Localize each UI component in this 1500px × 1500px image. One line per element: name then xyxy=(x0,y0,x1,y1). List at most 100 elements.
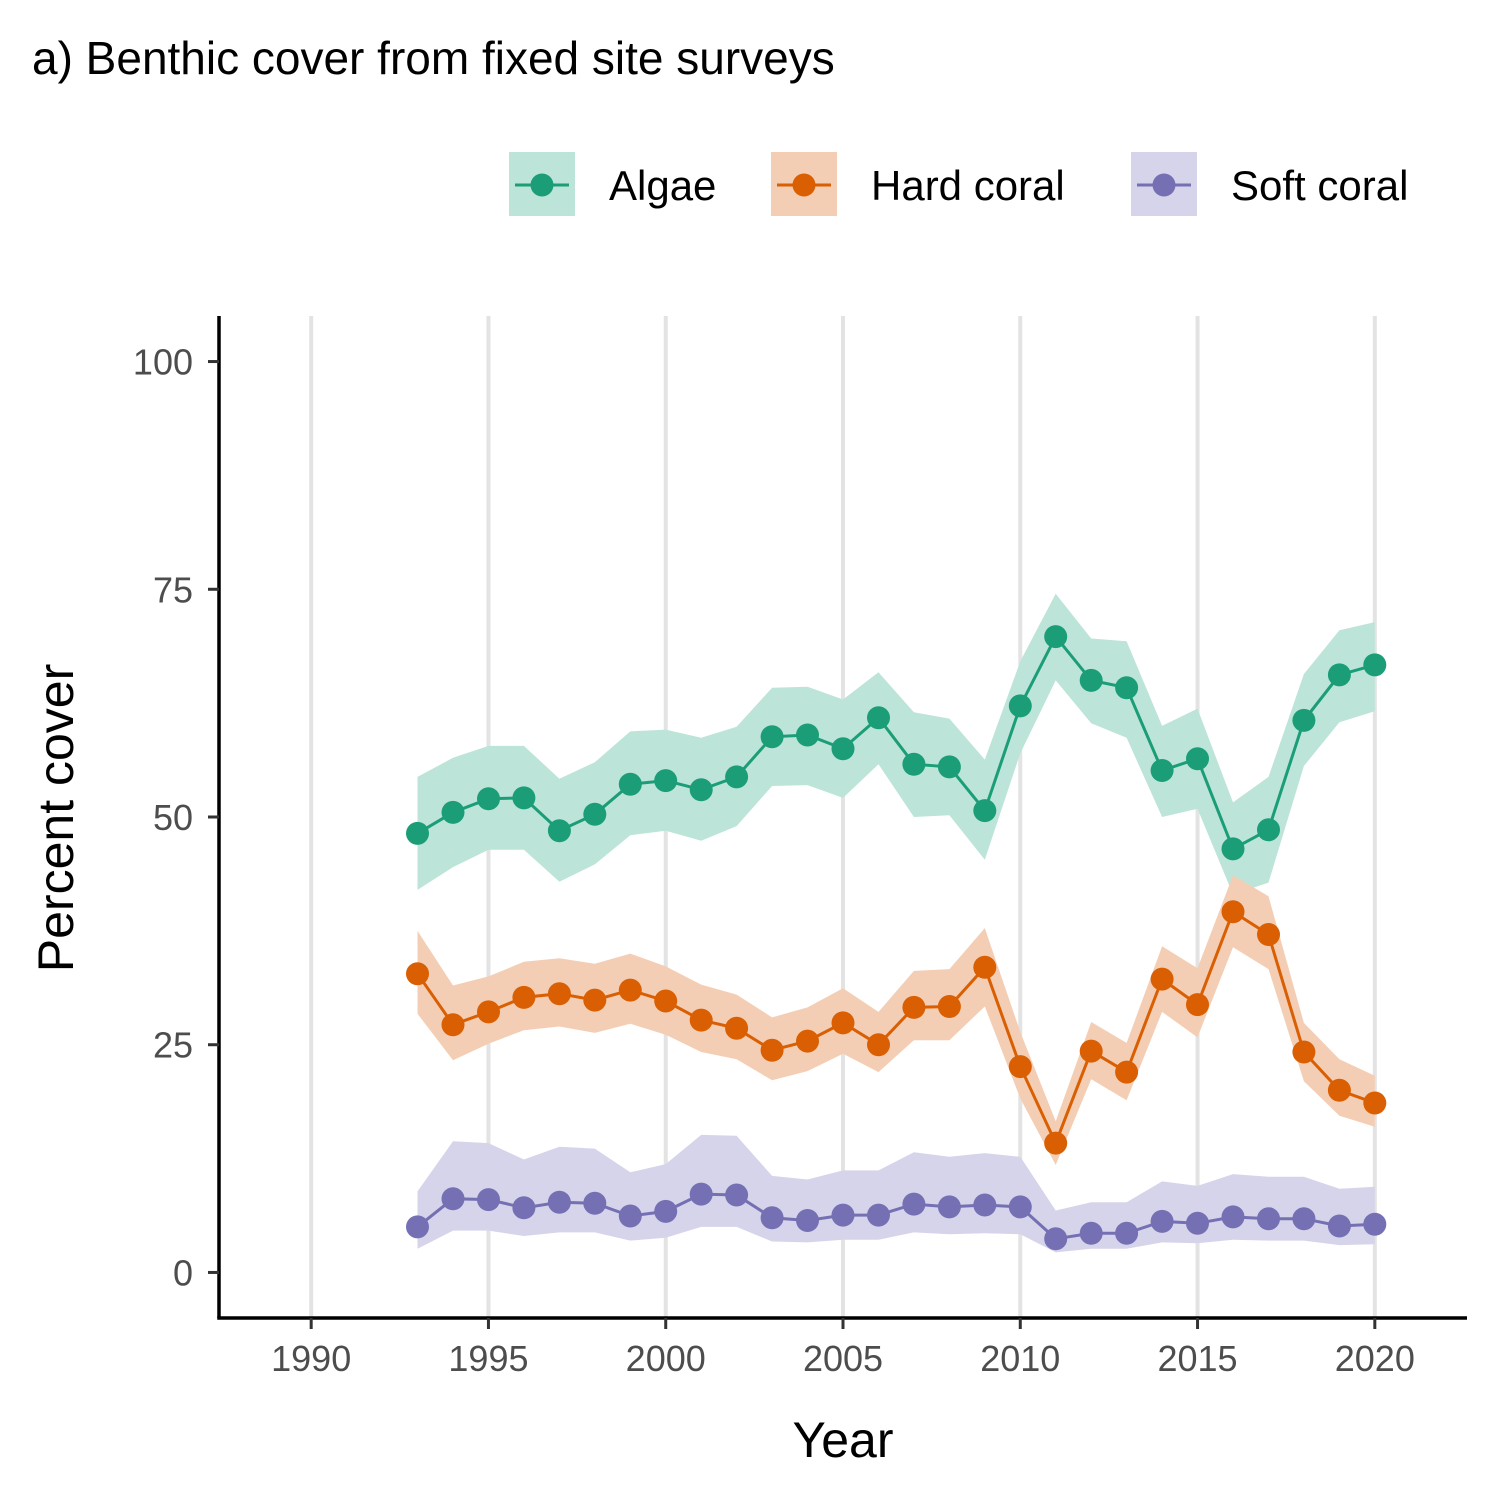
hard-coral-band xyxy=(417,875,1375,1165)
algae-point-1997 xyxy=(547,819,571,843)
x-axis-ticks: 1990 1995 2000 2005 2010 2015 2020 xyxy=(271,1318,1415,1379)
hard-coral-point-2014 xyxy=(1150,967,1174,991)
soft-coral-point-2017 xyxy=(1257,1207,1280,1231)
soft-coral-point-2008 xyxy=(937,1195,961,1219)
soft-coral-point-2003 xyxy=(760,1206,784,1230)
hard-coral-point-1996 xyxy=(512,985,536,1009)
hard-coral-point-2018 xyxy=(1292,1040,1316,1064)
algae-point-1996 xyxy=(512,786,536,810)
algae-point-2009 xyxy=(973,799,997,823)
y-tick-label-0: 0 xyxy=(173,1252,193,1293)
y-tick-label-25: 25 xyxy=(153,1025,193,1066)
algae-point-1998 xyxy=(583,802,607,826)
soft-coral-point-2002 xyxy=(725,1183,749,1207)
soft-coral-band xyxy=(417,1134,1375,1253)
soft-coral-point-2005 xyxy=(831,1203,855,1227)
legend-label-algae: Algae xyxy=(609,162,716,209)
x-tick-label-1990: 1990 xyxy=(271,1338,351,1379)
algae-point-2017 xyxy=(1257,818,1280,842)
algae-point-2008 xyxy=(937,755,961,779)
hard-coral-point-2002 xyxy=(725,1016,749,1040)
hard-coral-point-2004 xyxy=(796,1029,819,1053)
series-lines xyxy=(416,633,1376,1241)
algae-point-2019 xyxy=(1327,663,1351,687)
hard-coral-point-2015 xyxy=(1186,993,1209,1017)
hard-coral-point-2006 xyxy=(867,1033,890,1057)
hard-coral-point-1993 xyxy=(406,962,429,986)
algae-point-2000 xyxy=(654,769,678,793)
legend-label-soft-coral: Soft coral xyxy=(1231,162,1408,209)
hard-coral-point-2008 xyxy=(937,995,961,1018)
hard-coral-point-2013 xyxy=(1115,1060,1139,1084)
algae-point-2005 xyxy=(831,737,855,761)
soft-coral-point-2009 xyxy=(973,1193,997,1217)
algae-point-2015 xyxy=(1186,747,1209,771)
algae-point-2001 xyxy=(689,778,713,802)
algae-point-2016 xyxy=(1221,837,1245,861)
series-points xyxy=(406,625,1387,1251)
soft-coral-point-1993 xyxy=(406,1215,429,1239)
legend-key-point-hard-coral xyxy=(792,173,816,197)
soft-coral-point-2016 xyxy=(1221,1205,1245,1229)
soft-coral-point-2014 xyxy=(1150,1209,1174,1233)
algae-point-2013 xyxy=(1115,676,1139,700)
soft-coral-point-2011 xyxy=(1044,1227,1068,1251)
legend-label-hard-coral: Hard coral xyxy=(871,162,1065,209)
legend-item-soft-coral: Soft coral xyxy=(1131,152,1408,216)
soft-coral-point-1995 xyxy=(477,1188,500,1212)
soft-coral-point-2001 xyxy=(689,1182,713,1206)
hard-coral-point-2016 xyxy=(1221,900,1245,924)
legend-item-hard-coral: Hard coral xyxy=(771,152,1065,216)
x-tick-label-1995: 1995 xyxy=(448,1338,528,1379)
algae-point-2007 xyxy=(902,752,926,776)
soft-coral-point-2000 xyxy=(654,1199,678,1223)
hard-coral-point-1999 xyxy=(618,978,642,1002)
soft-coral-point-2012 xyxy=(1079,1221,1103,1245)
x-tick-label-2005: 2005 xyxy=(803,1338,883,1379)
x-tick-label-2015: 2015 xyxy=(1157,1338,1237,1379)
hard-coral-line xyxy=(416,909,1376,1147)
algae-point-2020 xyxy=(1363,653,1387,677)
algae-point-1994 xyxy=(441,800,465,824)
soft-coral-point-2006 xyxy=(867,1203,890,1227)
soft-coral-point-2004 xyxy=(796,1209,819,1232)
soft-coral-point-2015 xyxy=(1186,1211,1209,1235)
soft-coral-point-2013 xyxy=(1115,1221,1139,1245)
hard-coral-point-2010 xyxy=(1008,1055,1032,1079)
algae-point-2010 xyxy=(1008,694,1032,718)
soft-coral-line xyxy=(416,1192,1375,1241)
soft-coral-point-2019 xyxy=(1327,1214,1351,1238)
algae-point-2018 xyxy=(1292,708,1316,732)
hard-coral-point-2007 xyxy=(902,995,926,1019)
soft-coral-point-1996 xyxy=(512,1196,536,1220)
hard-coral-point-2011 xyxy=(1044,1131,1068,1155)
legend: Algae Hard coral Soft coral xyxy=(509,152,1408,216)
hard-coral-point-1995 xyxy=(477,1000,500,1024)
y-tick-label-75: 75 xyxy=(153,569,193,610)
hard-coral-point-2001 xyxy=(689,1008,713,1032)
hard-coral-point-2005 xyxy=(831,1011,855,1035)
soft-coral-point-1998 xyxy=(583,1191,607,1215)
algae-point-2011 xyxy=(1044,625,1068,649)
legend-key-point-soft-coral xyxy=(1152,173,1176,197)
legend-key-point-algae xyxy=(530,173,554,197)
x-tick-label-2010: 2010 xyxy=(980,1338,1060,1379)
soft-coral-point-2020 xyxy=(1363,1212,1387,1236)
algae-point-1993 xyxy=(406,821,429,845)
hard-coral-point-2020 xyxy=(1363,1091,1387,1115)
legend-item-algae: Algae xyxy=(509,152,716,216)
confidence-bands xyxy=(417,593,1375,1253)
algae-point-1995 xyxy=(477,787,500,811)
hard-coral-point-2019 xyxy=(1327,1078,1351,1102)
algae-point-1999 xyxy=(618,772,642,796)
algae-point-2003 xyxy=(760,725,784,749)
algae-point-2004 xyxy=(796,723,819,747)
hard-coral-point-1997 xyxy=(547,982,571,1006)
x-axis-title: Year xyxy=(792,1412,893,1468)
y-axis-ticks: 0 25 50 75 100 xyxy=(133,342,219,1293)
algae-point-2002 xyxy=(725,765,749,789)
soft-coral-point-1999 xyxy=(618,1204,642,1228)
hard-coral-point-2003 xyxy=(760,1038,784,1062)
algae-point-2006 xyxy=(867,706,890,730)
